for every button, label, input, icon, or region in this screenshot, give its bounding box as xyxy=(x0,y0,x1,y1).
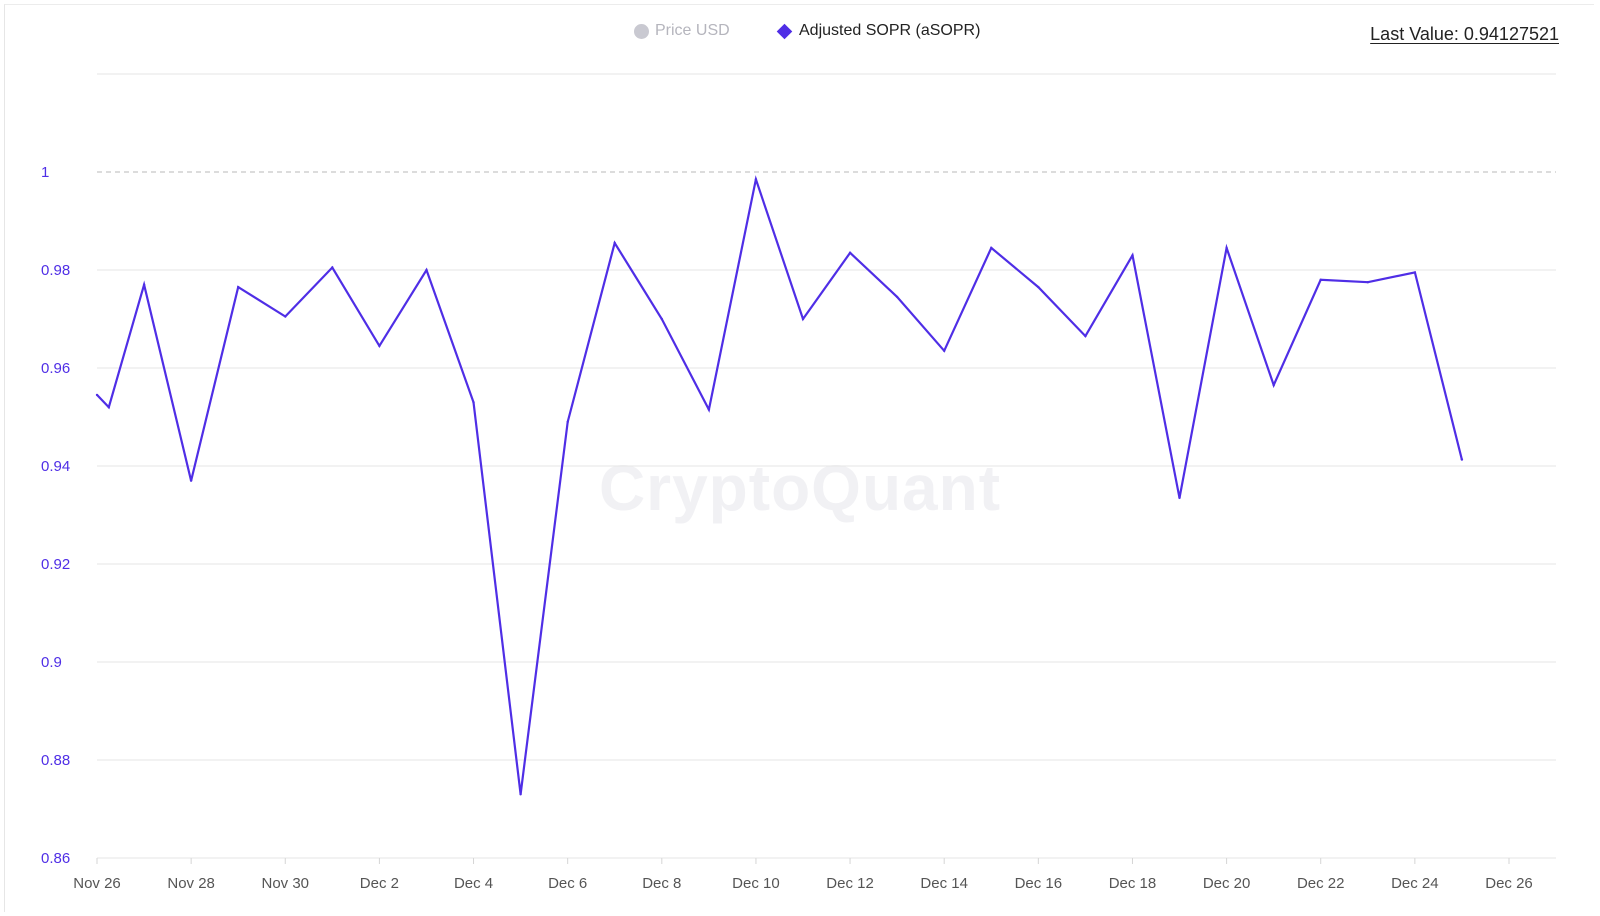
data-point xyxy=(1460,458,1464,461)
y-tick-label: 0.98 xyxy=(41,262,70,279)
y-tick-label: 0.88 xyxy=(41,752,70,769)
legend-item-price-usd[interactable]: Price USD xyxy=(634,22,730,40)
data-point xyxy=(990,246,993,250)
data-point xyxy=(1413,271,1417,274)
data-point xyxy=(1366,281,1370,284)
data-point xyxy=(107,406,111,409)
x-tick-label: Dec 10 xyxy=(732,875,780,892)
data-point xyxy=(331,266,334,269)
x-tick-label: Dec 12 xyxy=(826,875,874,892)
x-tick-label: Dec 18 xyxy=(1109,875,1157,892)
data-point xyxy=(613,241,616,245)
data-point xyxy=(754,178,758,181)
series-group xyxy=(95,175,1464,796)
data-point xyxy=(895,295,899,299)
data-point xyxy=(1178,496,1181,500)
data-point xyxy=(95,393,99,397)
data-point xyxy=(801,317,805,321)
data-point xyxy=(848,251,852,254)
x-tick-label: Dec 2 xyxy=(360,875,399,892)
data-point xyxy=(519,793,522,796)
data-point xyxy=(943,349,946,352)
legend-label-asopr: Adjusted SOPR (aSOPR) xyxy=(799,22,981,39)
x-tick-label: Nov 30 xyxy=(262,875,310,892)
data-point xyxy=(472,401,475,404)
x-tick-label: Dec 4 xyxy=(454,875,493,892)
data-point xyxy=(425,268,428,272)
grid-lines xyxy=(97,73,1556,859)
x-tick-label: Dec 22 xyxy=(1297,875,1345,892)
legend-item-asopr[interactable]: Adjusted SOPR (aSOPR) xyxy=(776,22,981,40)
data-point xyxy=(1319,278,1322,281)
watermark: CryptoQuant xyxy=(599,452,1001,524)
data-point xyxy=(189,479,193,482)
data-point xyxy=(566,420,569,424)
y-tick-label: 0.86 xyxy=(41,850,70,867)
y-tick-label: 0.92 xyxy=(41,556,70,573)
data-point xyxy=(378,344,381,348)
data-point xyxy=(1272,383,1275,387)
x-tick-label: Dec 26 xyxy=(1485,875,1533,892)
data-point xyxy=(707,408,711,411)
price-legend-dot-icon xyxy=(634,23,649,39)
y-axis: 0.86 0.88 0.9 0.92 0.94 0.96 0.98 1 xyxy=(41,164,70,867)
x-tick-label: Dec 16 xyxy=(1015,875,1063,892)
x-tick-label: Dec 14 xyxy=(920,875,968,892)
data-point xyxy=(660,317,663,321)
x-tick-label: Nov 28 xyxy=(167,875,215,892)
x-tick-label: Dec 20 xyxy=(1203,875,1251,892)
data-point xyxy=(284,315,287,318)
y-tick-label: 0.9 xyxy=(41,654,62,671)
x-axis: Nov 26 Nov 28 Nov 30 Dec 2 Dec 4 Dec 6 Dec 8 De… xyxy=(73,858,1533,892)
data-point xyxy=(237,285,240,289)
data-point xyxy=(1037,285,1040,289)
legend: Price USD Adjusted SOPR (aSOPR) xyxy=(0,22,1600,44)
data-point xyxy=(1084,334,1087,338)
x-tick-label: Dec 8 xyxy=(642,875,681,892)
data-point xyxy=(1131,254,1134,257)
chart-frame xyxy=(4,4,1594,912)
legend-label-price-usd: Price USD xyxy=(655,22,730,39)
x-tick-label: Dec 6 xyxy=(548,875,587,892)
data-point xyxy=(142,283,146,286)
y-tick-label: 0.96 xyxy=(41,360,70,377)
data-point xyxy=(1225,246,1228,250)
y-tick-label: 1 xyxy=(41,164,49,181)
last-value-readout[interactable]: Last Value: 0.94127521 xyxy=(1370,24,1559,44)
x-tick-label: Nov 26 xyxy=(73,875,121,892)
y-tick-label: 0.94 xyxy=(41,458,70,475)
x-tick-label: Dec 24 xyxy=(1391,875,1439,892)
